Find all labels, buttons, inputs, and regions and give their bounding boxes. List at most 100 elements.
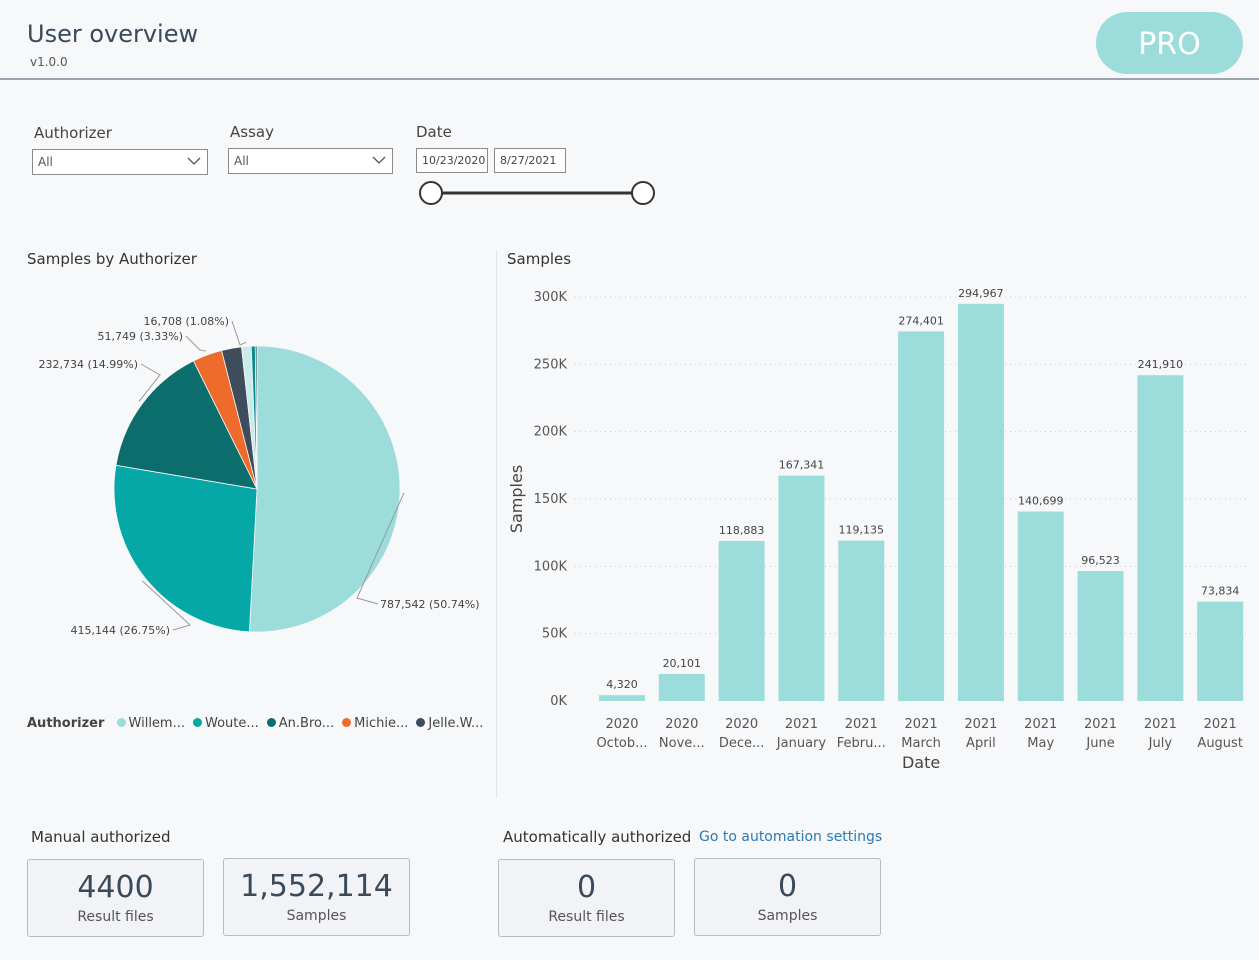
x-tick-month: May	[1027, 736, 1054, 751]
section-divider	[496, 250, 497, 798]
x-tick-month: Octob...	[596, 736, 647, 751]
date-range-slider[interactable]	[416, 178, 660, 208]
bar-value-label: 241,910	[1138, 358, 1184, 371]
automation-settings-link[interactable]: Go to automation settings	[699, 829, 883, 845]
x-tick-year: 2021	[905, 717, 938, 732]
samples-bar-chart: 0K 50K 100K 150K 200K 250K 300K Samples 4,320 202…	[507, 287, 1250, 772]
authorizer-filter-label: Authorizer	[34, 124, 112, 142]
slider-end-handle[interactable]	[631, 181, 655, 205]
y-axis-title: Samples	[507, 465, 526, 533]
bar-value-label: 140,699	[1018, 495, 1064, 508]
x-tick-month: Nove...	[659, 736, 705, 751]
legend-item[interactable]: Willem...	[116, 716, 185, 731]
bar-value-label: 20,101	[663, 657, 702, 670]
y-tick-label: 300K	[534, 290, 568, 305]
x-tick-month: April	[966, 736, 996, 751]
bar-value-label: 4,320	[606, 678, 638, 691]
legend-item[interactable]: An.Bro...	[266, 716, 335, 731]
app-version: v1.0.0	[30, 55, 68, 69]
auto-samples-label: Samples	[757, 908, 818, 924]
pie-slice[interactable]	[113, 464, 258, 633]
legend-title: Authorizer	[27, 716, 105, 731]
bar[interactable]	[838, 540, 885, 701]
bar-value-label: 274,401	[898, 314, 944, 327]
legend-item-label: Jelle.W...	[428, 716, 484, 731]
bar[interactable]	[658, 673, 705, 701]
date-filter-label: Date	[416, 123, 452, 141]
bar-value-label: 119,135	[839, 524, 885, 537]
manual-result-files-value: 4400	[77, 870, 154, 905]
y-tick-label: 0K	[550, 694, 567, 709]
pie-slice[interactable]	[248, 345, 401, 633]
legend-item[interactable]: Jelle.W...	[416, 716, 483, 731]
pie-data-label: 232,734 (14.99%)	[38, 358, 138, 371]
chevron-down-icon	[372, 156, 386, 164]
y-tick-label: 250K	[534, 357, 568, 372]
legend-item-label: An.Bro...	[278, 716, 335, 731]
y-tick-label: 150K	[534, 492, 568, 507]
legend-dot-icon	[416, 718, 426, 727]
x-tick-year: 2021	[1204, 717, 1237, 732]
bar-value-label: 167,341	[779, 459, 825, 472]
legend-item[interactable]: Michie...	[342, 716, 408, 731]
bar-value-label: 118,883	[719, 524, 765, 537]
bar[interactable]	[898, 331, 945, 701]
assay-dropdown[interactable]: All	[228, 148, 393, 174]
samples-by-authorizer-pie-chart: 787,542 (50.74%) 415,144 (26.75%) 232,734 …	[38, 315, 479, 637]
authorizer-dropdown[interactable]: All	[32, 149, 208, 175]
manual-samples-value: 1,552,114	[240, 869, 393, 904]
manual-authorized-title: Manual authorized	[31, 828, 171, 846]
bar[interactable]	[599, 695, 645, 701]
chevron-down-icon	[187, 157, 201, 165]
pie-slice[interactable]	[254, 345, 258, 490]
x-tick-month: June	[1085, 736, 1114, 751]
slider-start-handle[interactable]	[419, 181, 443, 205]
pie-chart-title: Samples by Authorizer	[27, 250, 197, 268]
legend-item-label: Michie...	[354, 716, 409, 731]
bar[interactable]	[718, 540, 765, 701]
automatic-authorized-title: Automatically authorized	[503, 828, 692, 846]
pie-leader-line	[138, 363, 161, 402]
x-tick-year: 2021	[1024, 717, 1057, 732]
bar-chart-title: Samples	[507, 250, 572, 268]
auto-result-files-card: 0 Result files	[498, 859, 675, 937]
header-divider	[0, 78, 1259, 80]
x-tick-month: July	[1148, 736, 1173, 751]
y-tick-label: 100K	[534, 559, 568, 574]
y-tick-label: 200K	[534, 425, 568, 440]
x-tick-month: August	[1197, 736, 1243, 751]
manual-samples-card: 1,552,114 Samples	[223, 858, 410, 936]
auto-result-files-value: 0	[576, 870, 597, 905]
x-tick-month: Dece...	[719, 736, 765, 751]
date-end-input[interactable]: 8/27/2021	[494, 148, 566, 173]
assay-dropdown-value: All	[234, 154, 249, 168]
manual-result-files-label: Result files	[77, 909, 154, 925]
bar[interactable]	[1197, 601, 1244, 701]
pie-legend: Authorizer Willem... Woute... An.Bro... Mic…	[27, 716, 483, 731]
x-tick-year: 2021	[1084, 717, 1117, 732]
legend-dot-icon	[266, 718, 276, 727]
pie-leader-line	[231, 320, 247, 346]
legend-item[interactable]: Woute...	[193, 716, 259, 731]
bar[interactable]	[1137, 375, 1184, 701]
bar[interactable]	[957, 303, 1004, 701]
pie-data-label: 16,708 (1.08%)	[143, 315, 229, 328]
bar[interactable]	[778, 475, 825, 701]
x-tick-year: 2021	[964, 717, 997, 732]
page-title: User overview	[27, 20, 199, 48]
x-tick-year: 2021	[845, 717, 878, 732]
x-tick-month: January	[776, 736, 827, 751]
pie-data-label: 51,749 (3.33%)	[97, 330, 183, 343]
x-tick-year: 2020	[725, 717, 758, 732]
pro-badge[interactable]: PRO	[1096, 12, 1243, 74]
manual-samples-label: Samples	[286, 908, 347, 924]
auto-samples-card: 0 Samples	[694, 858, 881, 936]
bar-value-label: 73,834	[1201, 585, 1240, 598]
bar[interactable]	[1077, 571, 1124, 701]
pie-slice[interactable]	[115, 360, 258, 490]
pie-leader-line	[185, 335, 206, 352]
x-axis-title: Date	[902, 753, 940, 772]
bar[interactable]	[1017, 511, 1064, 701]
date-start-input[interactable]: 10/23/2020	[416, 148, 488, 173]
x-tick-month: March	[901, 736, 941, 751]
